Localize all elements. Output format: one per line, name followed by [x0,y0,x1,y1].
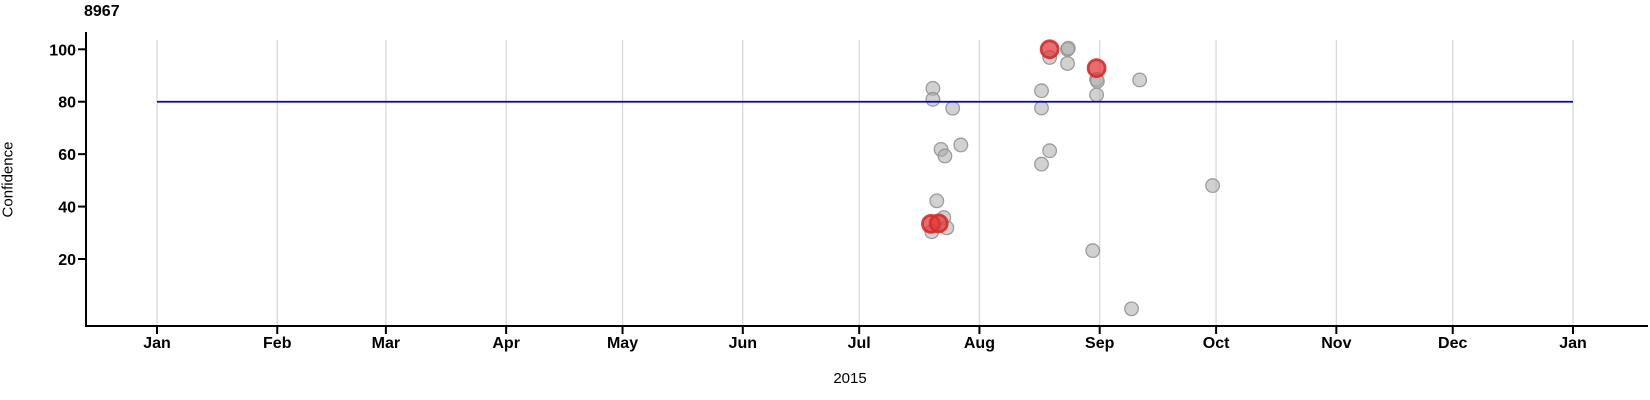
data-point [1042,143,1058,159]
y-axis-tick-label: 100 [49,42,76,59]
highlighted-data-point [928,213,949,234]
data-point [929,193,945,209]
x-axis-tick-label: Feb [263,335,292,352]
data-point [1124,301,1139,317]
data-point [1085,243,1101,259]
data-point [925,91,941,107]
highlighted-data-point [1039,39,1060,60]
data-point [945,100,961,116]
x-axis-tick-label: Jan [1559,335,1587,352]
data-point [1060,56,1075,71]
x-axis-tick-label: Oct [1203,335,1230,352]
x-axis-tick-label: Jun [729,335,757,352]
x-axis-tick-label: Mar [372,335,400,352]
x-axis-tick-label: Nov [1321,335,1351,352]
y-axis-title: Confidence [0,141,17,218]
y-axis-tick-label: 80 [58,95,76,112]
data-point [1034,156,1049,172]
x-axis-tick-label: May [607,335,638,352]
chart-title: 8967 [84,3,120,20]
y-axis-tick-label: 60 [58,147,76,164]
x-axis-tick-label: Jan [143,335,171,352]
data-point [1034,100,1049,116]
data-point [1132,72,1148,88]
x-axis-tick-label: Aug [964,335,995,352]
y-axis-tick-label: 20 [58,252,76,269]
y-axis-tick-label: 40 [58,200,76,217]
highlighted-data-point [1086,58,1107,79]
x-axis-tick-label: Sep [1085,335,1115,352]
data-point [1205,178,1221,194]
x-axis-title: 2015 [833,370,867,387]
data-point [953,137,969,153]
x-axis-tick-label: Dec [1438,335,1467,352]
data-point [937,148,953,164]
data-point [1089,87,1105,103]
data-point [1060,40,1076,56]
x-axis-tick-label: Apr [492,335,520,352]
data-point [1034,83,1049,99]
x-axis-tick-label: Jul [848,335,871,352]
